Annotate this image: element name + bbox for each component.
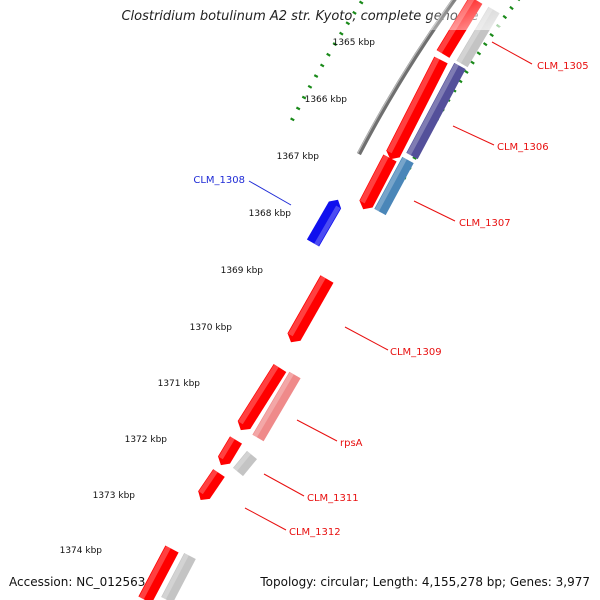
gene-label-clm-1309: CLM_1309 (390, 347, 442, 358)
gene-clm-1307-a-body (359, 154, 397, 210)
gene-clm-1307-a (359, 154, 397, 210)
scale-dot (326, 52, 331, 57)
scale-dot (509, 5, 514, 11)
gene-clm-1308-highlight (314, 205, 341, 247)
gene-label-clm-1311: CLM_1311 (307, 493, 359, 504)
scale-tick-label: 1373 kbp (93, 491, 136, 501)
gene-label-clm-1309-leader (344, 326, 389, 351)
gene-label-clm-1308: CLM_1308 (193, 175, 245, 186)
scale-dot (352, 10, 357, 15)
gene-label-clm-1312: CLM_1312 (289, 527, 341, 538)
gene-clm-1306-a (386, 56, 448, 160)
accession-text: Accession: NC_012563 (9, 575, 146, 589)
gene-clm-1306-b-highlight (406, 63, 459, 156)
gene-clm-1309-body (287, 275, 334, 343)
gene-red-block-highlight (238, 364, 279, 425)
gene-bottom-grey-body (161, 553, 196, 600)
gene-clm-1311-highlight (233, 451, 251, 472)
gene-label-clm-1305: CLM_1305 (537, 61, 589, 72)
gene-bottom-grey-highlight (161, 553, 189, 600)
gene-red-small-a-highlight (218, 436, 235, 460)
gene-clm-1309 (287, 275, 334, 343)
gene-clm-1308-body (306, 199, 342, 247)
scale-dot (482, 42, 488, 47)
gene-label-clm-1308-leader (248, 180, 292, 206)
gene-clm-1308 (306, 199, 342, 247)
scale-dot (339, 31, 344, 36)
scale-dot (412, 156, 417, 160)
gene-bottom-grey (161, 553, 196, 600)
gene-clm-1312-body (198, 469, 225, 500)
gene-clm-1312-highlight (198, 469, 218, 495)
gene-clm-1307-b-body (374, 156, 414, 216)
scale-dot (464, 69, 469, 74)
gene-clm-1311-body (233, 450, 257, 477)
scale-tick-label: 1366 kbp (305, 95, 348, 105)
topology-text: Topology: circular; Length: 4,155,278 bp… (260, 575, 590, 589)
gene-clm-1307-a-highlight (359, 154, 389, 204)
gene-clm-1312 (198, 469, 225, 500)
scale-dot (295, 106, 301, 111)
top-fade (430, 0, 500, 30)
gene-clm-1311 (233, 450, 257, 477)
gene-rpsa-highlight (252, 372, 294, 438)
labels-layer: 1365 kbp 1366 kbp 1367 kbp 1368 kbp 1369 kbp… (60, 38, 589, 556)
scale-dot (470, 60, 475, 65)
gene-clm-1307-b-highlight (374, 157, 407, 212)
map-title-text: Clostridium botulinum A2 str. Kyoto, com… (121, 9, 479, 24)
scale-tick-label: 1371 kbp (158, 379, 201, 389)
gene-clm-1307-b (374, 156, 414, 216)
gene-label-clm-1305-leader (491, 41, 533, 65)
scale-tick-label: 1369 kbp (221, 266, 264, 276)
scale-dot (319, 63, 325, 68)
scale-tick-label: 1372 kbp (125, 435, 168, 445)
backbone-highlight (357, 0, 454, 154)
gene-label-clm-1307: CLM_1307 (459, 218, 511, 229)
gene-rpsa (252, 371, 301, 442)
gene-clm-1306-a-body (386, 56, 448, 160)
gene-red-block-body (237, 364, 287, 431)
gene-clm-1306-a-highlight (386, 56, 440, 154)
scale-dot (301, 95, 307, 100)
gene-red-small-a-body (218, 436, 242, 466)
gene-clm-1306-b-body (406, 62, 466, 160)
backbone-arc (356, 0, 457, 156)
scale-dot (313, 74, 319, 78)
scale-dot (489, 32, 494, 38)
gene-label-clm-1306: CLM_1306 (497, 142, 549, 153)
scale-tick-label: 1368 kbp (249, 209, 292, 219)
scale-dot (307, 84, 313, 89)
gene-label-rpsa-leader (296, 419, 338, 442)
gene-red-block (237, 364, 287, 431)
gene-bottom-red (138, 545, 179, 600)
scale-dot (345, 21, 351, 26)
scale-tick-label: 1367 kbp (277, 152, 320, 162)
gene-label-clm-1307-leader (413, 200, 456, 222)
gene-red-small-a (218, 436, 242, 466)
scale-tick-label: 1365 kbp (333, 38, 376, 48)
gene-label-rpsa: rpsA (340, 438, 363, 449)
scale-tick-label: 1370 kbp (190, 323, 233, 333)
scale-dot (476, 51, 482, 56)
gene-clm-1309-highlight (288, 275, 326, 337)
gene-label-clm-1306-leader (452, 125, 495, 146)
gene-bottom-red-highlight (139, 545, 171, 600)
scale-dot (358, 0, 364, 5)
gene-label-clm-1312-leader (244, 507, 287, 531)
scale-dot (332, 42, 338, 47)
gene-rpsa-body (252, 371, 301, 442)
backbone-layer (356, 0, 457, 156)
features-layer (138, 0, 500, 600)
scale-dot (502, 14, 508, 20)
outer-tick-ring (290, 0, 364, 122)
gene-clm-1306-b (406, 62, 466, 160)
scale-tick-label: 1374 kbp (60, 546, 103, 556)
scale-dot (290, 117, 295, 122)
gene-bottom-red-body (138, 545, 179, 600)
gene-label-clm-1311-leader (263, 473, 305, 497)
